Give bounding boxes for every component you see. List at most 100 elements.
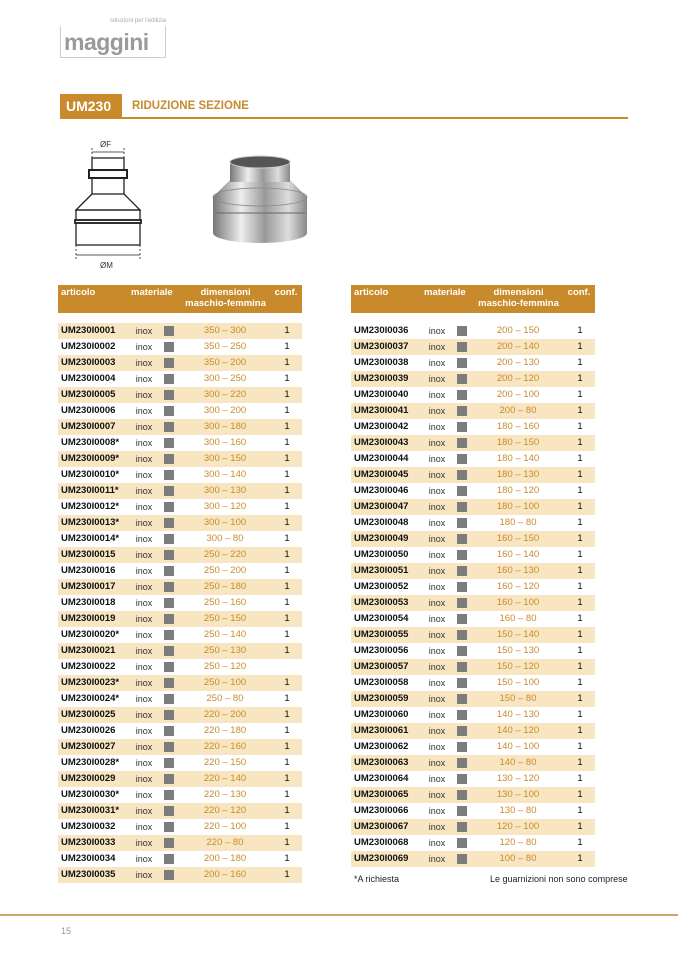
table-row: UM230I0007 inox 300 – 180 1 (58, 419, 303, 435)
dimensions: 250 – 200 (203, 565, 247, 576)
page-number: 15 (61, 926, 72, 936)
article-code: UM230I0033 (58, 835, 128, 851)
article-code: UM230I0017 (58, 579, 128, 595)
table-row: UM230I0056 inox 150 – 130 1 (351, 643, 595, 659)
material: inox (421, 787, 453, 803)
package-qty: 1 (565, 531, 596, 547)
swatch-square-icon (164, 486, 174, 496)
swatch-square-icon (457, 838, 467, 848)
dimensions: 300 – 150 (178, 451, 273, 467)
dimensions: 140 – 130 (496, 709, 540, 720)
table-row: UM230I0037 inox 200 – 140 1 (351, 339, 596, 355)
table-row: UM230I0065 inox 130 – 100 1 (351, 787, 596, 803)
package-qty: 1 (284, 597, 290, 608)
swatch-square-icon (457, 550, 467, 560)
swatch-square-icon (164, 662, 174, 672)
article-code: UM230I0062 (354, 741, 409, 752)
material: inox (128, 675, 160, 691)
article-code: UM230I0065 (351, 787, 421, 803)
material: inox (421, 499, 453, 515)
table-header: articolo materiale dimensioni maschio-femmi… (351, 285, 596, 313)
dimensions: 220 – 100 (203, 821, 247, 832)
package-qty: 1 (577, 517, 583, 528)
table-row: UM230I0001 inox 350 – 300 1 (58, 323, 303, 339)
material-swatch (160, 787, 178, 803)
material-swatch (160, 707, 179, 723)
swatch-square-icon (164, 550, 174, 560)
material: inox (421, 755, 453, 771)
table-row: UM230I0011* inox 300 – 130 1 (58, 483, 303, 499)
package-qty: 1 (565, 467, 596, 483)
material: inox (428, 486, 446, 496)
article-code: UM230I0007 (58, 419, 128, 435)
package-qty: 1 (577, 773, 583, 784)
material: inox (135, 470, 153, 480)
swatch-square-icon (457, 710, 467, 720)
swatch-square-icon (457, 374, 467, 384)
material: inox (428, 582, 446, 592)
swatch-square-icon (164, 582, 174, 592)
article-code: UM230I0060 (354, 709, 409, 720)
swatch-square-icon (164, 614, 174, 624)
table-row: UM230I0020* inox 250 – 140 1 (58, 627, 302, 643)
material: inox (128, 867, 160, 883)
material: inox (135, 758, 153, 768)
dimensions: 300 – 200 (203, 405, 247, 416)
swatch-square-icon (164, 454, 174, 464)
material: inox (135, 630, 153, 640)
swatch-square-icon (457, 598, 467, 608)
dimensions: 200 – 140 (471, 339, 566, 355)
article-code: UM230I0051 (351, 563, 421, 579)
swatch-square-icon (457, 566, 467, 576)
package-qty (272, 659, 302, 675)
table-row: UM230I0030* inox 220 – 130 1 (58, 787, 302, 803)
package-qty: 1 (565, 627, 596, 643)
footnote-on-request: *A richiesta (354, 874, 400, 884)
table-row: UM230I0018 inox 250 – 160 1 (58, 595, 302, 611)
swatch-square-icon (164, 534, 174, 544)
material: inox (128, 771, 160, 787)
material: inox (128, 355, 160, 371)
dimensions: 160 – 80 (499, 613, 537, 624)
dimensions: 100 – 80 (471, 851, 566, 867)
swatch-square-icon (164, 790, 174, 800)
dimensions: 250 – 150 (178, 611, 273, 627)
table-row: UM230I0051 inox 160 – 130 1 (351, 563, 596, 579)
package-qty: 1 (284, 469, 290, 480)
dimensions: 300 – 80 (206, 533, 244, 544)
material-swatch (160, 531, 178, 547)
table-row: UM230I0005 inox 300 – 220 1 (58, 387, 303, 403)
dimensions: 300 – 250 (203, 373, 247, 384)
dimensions: 250 – 220 (178, 547, 273, 563)
package-qty: 1 (272, 419, 303, 435)
table-row: UM230I0047 inox 180 – 100 1 (351, 499, 596, 515)
swatch-square-icon (164, 742, 174, 752)
product-name: RIDUZIONE SEZIONE (132, 100, 249, 112)
material-swatch (453, 675, 471, 691)
article-code: UM230I0032 (61, 821, 116, 832)
swatch-square-icon (457, 454, 467, 464)
table-row: UM230I0010* inox 300 – 140 1 (58, 467, 302, 483)
article-code: UM230I0022 (61, 661, 116, 672)
dimensions: 150 – 120 (471, 659, 566, 675)
package-qty: 1 (565, 691, 596, 707)
table-row: UM230I0043 inox 180 – 150 1 (351, 435, 596, 451)
dimensions: 180 – 120 (496, 485, 540, 496)
material: inox (428, 454, 446, 464)
package-qty: 1 (577, 613, 583, 624)
swatch-square-icon (164, 566, 174, 576)
table-row: UM230I0038 inox 200 – 130 1 (351, 355, 595, 371)
package-qty: 1 (284, 693, 290, 704)
package-qty: 1 (272, 451, 303, 467)
swatch-square-icon (164, 406, 174, 416)
article-code: UM230I0027 (58, 739, 128, 755)
package-qty: 1 (272, 579, 303, 595)
material-swatch (160, 371, 178, 387)
article-code: UM230I0044 (354, 453, 409, 464)
package-qty: 1 (565, 723, 596, 739)
package-qty: 1 (272, 835, 303, 851)
article-code: UM230I0068 (354, 837, 409, 848)
header-materiale: materiale (421, 285, 472, 313)
table-row: UM230I0049 inox 160 – 150 1 (351, 531, 596, 547)
package-qty: 1 (284, 341, 290, 352)
